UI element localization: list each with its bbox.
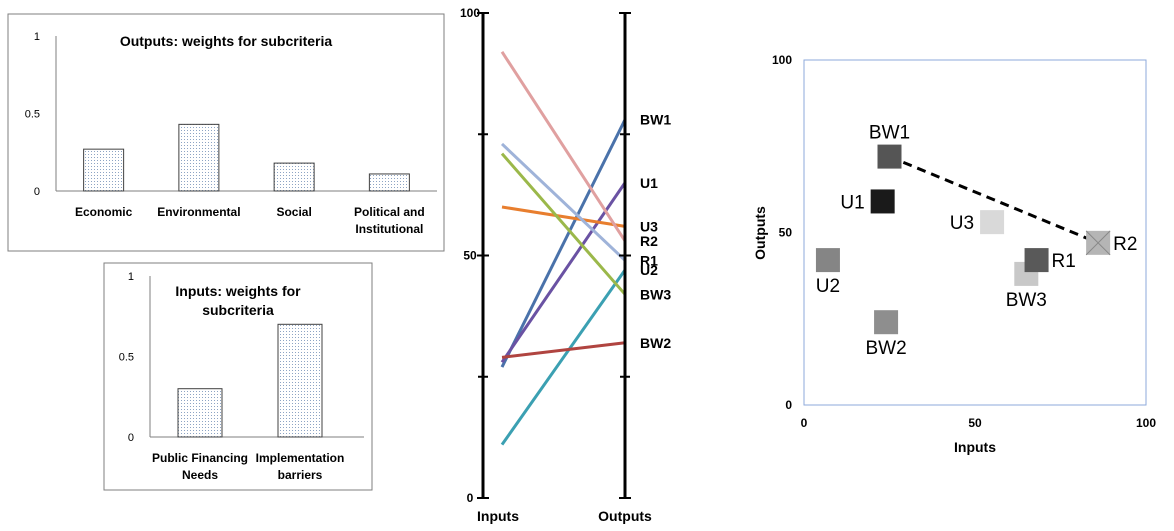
bar <box>368 173 410 192</box>
bar <box>178 123 220 192</box>
category-label: Environmental <box>157 205 240 219</box>
outputs-chart-frame <box>7 13 445 252</box>
inputs-weights-chart: Inputs: weights for subcriteria 0 0.5 1 Pub… <box>103 262 373 491</box>
efficient-frontier-line <box>888 155 1099 245</box>
y-tick-label: 0 <box>34 186 40 198</box>
y-tick-label: 0 <box>785 398 792 412</box>
point-label: U3 <box>950 213 974 234</box>
category-label: Economic <box>75 205 133 219</box>
series-line <box>500 181 627 364</box>
bar <box>277 323 323 438</box>
y-tick-label: 0.5 <box>119 352 134 364</box>
outputs-axis-label: Outputs <box>598 508 652 524</box>
axis-tick-label: 0 <box>467 491 474 505</box>
y-tick-label: 1 <box>34 31 40 43</box>
series-label: BW2 <box>640 335 671 351</box>
point-label: U2 <box>816 276 840 297</box>
series-label: U2 <box>640 262 658 278</box>
data-point <box>1024 248 1049 273</box>
y-tick-label: 1 <box>128 271 134 283</box>
y-tick-label: 100 <box>772 53 792 67</box>
series-line <box>501 205 626 228</box>
series-line <box>501 341 626 359</box>
data-point <box>870 189 895 214</box>
series-label: BW1 <box>640 112 671 128</box>
x-tick-label: 100 <box>1136 416 1156 430</box>
series-line <box>500 50 627 242</box>
series-label: U3 <box>640 218 658 234</box>
category-label: Political and Institutional <box>354 205 425 236</box>
y-tick-label: 0.5 <box>25 109 40 121</box>
series-label: R1 <box>640 252 658 268</box>
category-label: Social <box>276 205 311 219</box>
axis-tick-label: 50 <box>463 249 477 263</box>
category-label: Public Financing Needs <box>152 451 248 482</box>
inputs-chart-frame <box>103 262 373 491</box>
series-line <box>500 119 627 368</box>
scatter-y-label: Outputs <box>752 206 768 260</box>
inputs-outputs-scatter: 00 50 50 100 100 Inputs Outputs BW1 U1 U3 U2 BW3… <box>752 53 1156 455</box>
data-point <box>877 144 902 169</box>
data-point <box>980 210 1005 235</box>
point-label: R2 <box>1113 234 1137 255</box>
point-label: BW2 <box>865 338 906 359</box>
inputs-axis-label: Inputs <box>477 508 519 524</box>
point-label: R1 <box>1052 251 1076 272</box>
inputs-chart-title: Inputs: weights for subcriteria <box>175 283 301 318</box>
point-label: BW1 <box>869 123 910 144</box>
data-point <box>815 248 840 273</box>
outputs-chart-title: Outputs: weights for subcriteria <box>120 33 333 49</box>
bar <box>273 162 315 192</box>
point-label: BW3 <box>1006 290 1047 311</box>
point-label: U1 <box>840 192 864 213</box>
data-point <box>874 310 899 335</box>
category-label: Implementation barriers <box>256 451 345 482</box>
series-line <box>500 269 627 446</box>
bar <box>83 148 125 192</box>
series-line <box>500 152 627 296</box>
axis-tick-label: 100 <box>460 6 480 20</box>
x-tick-label: 0 <box>801 416 808 430</box>
series-line <box>500 142 627 262</box>
series-label: R2 <box>640 233 658 249</box>
bar <box>177 388 223 438</box>
series-label: BW3 <box>640 286 671 302</box>
point-cross <box>1085 230 1111 256</box>
series-label: U1 <box>640 175 658 191</box>
scatter-x-label: Inputs <box>954 439 996 455</box>
outputs-weights-chart: Outputs: weights for subcriteria 0 0.5 1 E… <box>7 13 445 252</box>
y-tick-label: 0 <box>128 432 134 444</box>
y-tick-label: 50 <box>779 226 793 240</box>
x-tick-label: 50 <box>968 416 982 430</box>
